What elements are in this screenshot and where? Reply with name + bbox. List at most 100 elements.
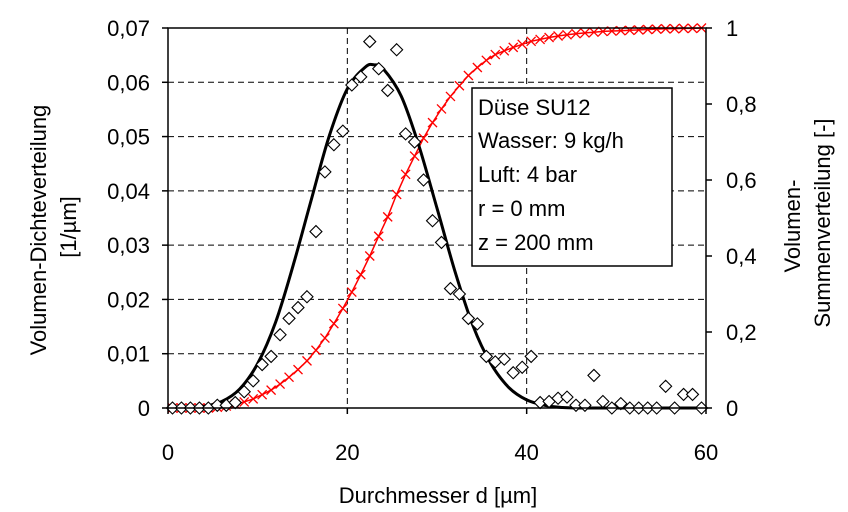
cumulative-marker (571, 28, 581, 39)
annotation-line-radius: r = 0 mm (478, 196, 565, 221)
y-axis-left-label-line-2: [1/µm] (56, 196, 81, 258)
cumulative-marker (337, 303, 348, 314)
cumulative-marker (293, 364, 303, 375)
x-axis: 0 20 40 60 (162, 408, 718, 465)
density-point (515, 360, 529, 375)
y-axis-left: 0 0,01 0,02 0,03 0,04 0,05 0,06 0,07 (107, 16, 168, 421)
cumulative-marker (660, 23, 671, 34)
cumulative-marker (553, 31, 564, 41)
cumulative-marker (248, 393, 259, 404)
density-point (291, 300, 305, 315)
y-axis-right-label-line-2: Summenverteilung [-] (810, 118, 835, 327)
density-point (658, 379, 673, 394)
density-point (470, 317, 485, 331)
density-point (434, 235, 449, 250)
y-left-tick-label: 0,07 (107, 16, 150, 41)
cumulative-marker (508, 42, 519, 53)
cumulative-marker (436, 103, 447, 114)
y-left-tick-label: 0,01 (107, 342, 150, 367)
cumulative-marker (239, 396, 250, 407)
density-point (309, 224, 323, 239)
x-tick-label: 60 (694, 440, 718, 465)
cumulative-marker (355, 269, 366, 280)
cumulative-marker (588, 27, 599, 38)
density-point (300, 289, 314, 304)
density-point (345, 78, 359, 92)
cumulative-marker (526, 36, 537, 47)
y-left-tick-label: 0,05 (107, 125, 150, 150)
density-point (497, 352, 512, 366)
y-left-tick-label: 0,06 (107, 70, 150, 95)
cumulative-marker (579, 27, 590, 38)
density-point (371, 61, 386, 76)
cumulative-marker (490, 49, 501, 60)
density-point (685, 387, 700, 402)
cumulative-marker (472, 62, 483, 73)
density-point (389, 42, 404, 57)
annotation-line-nozzle: Düse SU12 (478, 95, 591, 120)
cumulative-marker (364, 251, 375, 261)
y-left-tick-label: 0,02 (107, 287, 150, 312)
cumulative-marker (266, 385, 277, 396)
cumulative-marker (310, 345, 321, 356)
y-left-tick-label: 0 (138, 396, 150, 421)
cumulative-marker (328, 318, 339, 329)
cumulative-marker (535, 34, 546, 45)
density-point (354, 70, 368, 84)
cumulative-marker (633, 24, 644, 35)
cumulative-marker (463, 70, 474, 81)
y-right-tick-label: 0 (726, 396, 738, 421)
density-point (614, 396, 628, 411)
x-tick-label: 40 (514, 440, 538, 465)
cumulative-marker (499, 45, 510, 56)
cumulative-marker (427, 117, 438, 128)
cumulative-marker (409, 151, 420, 162)
cumulative-marker (373, 231, 384, 242)
density-point (255, 357, 269, 372)
y-axis-left-label: Volumen-Dichteverteilung [1/µm] (26, 99, 81, 356)
cumulative-marker (257, 389, 268, 400)
cumulative-marker (319, 333, 330, 344)
density-point (443, 281, 458, 296)
density-point (416, 173, 431, 187)
annotation-line-air: Luft: 4 bar (478, 162, 577, 187)
density-point (237, 384, 251, 399)
density-point (587, 368, 601, 383)
y-axis-right: 0 0,2 0,4 0,6 0,8 1 (706, 16, 757, 421)
density-point (282, 311, 296, 326)
y-axis-left-label-line-1: Volumen-Dichteverteilung (26, 105, 51, 356)
density-point (407, 135, 422, 149)
plot-frame (167, 27, 707, 409)
cumulative-marker (544, 32, 555, 43)
y-axis-right-label-line-1: Volumen- (780, 180, 805, 273)
cumulative-marker (517, 39, 528, 50)
annotation-box: Düse SU12 Wasser: 9 kg/h Luft: 4 bar r =… (471, 87, 673, 267)
density-point (336, 124, 350, 138)
density-point (273, 327, 287, 342)
density-point (506, 365, 520, 380)
cumulative-marker (382, 211, 393, 222)
cumulative-marker (302, 355, 312, 366)
y-right-tick-label: 0,8 (726, 92, 757, 117)
cumulative-marker (275, 379, 286, 390)
cumulative-marker (284, 372, 295, 383)
density-point (327, 137, 341, 152)
density-point (560, 390, 574, 404)
y-right-tick-label: 0,2 (726, 320, 757, 345)
y-right-tick-label: 0,4 (726, 244, 757, 269)
density-point (452, 287, 467, 301)
density-point (246, 374, 260, 388)
cumulative-marker (481, 55, 492, 66)
density-point (380, 83, 395, 98)
cumulative-marker (391, 189, 402, 200)
annotation-line-water: Wasser: 9 kg/h (478, 128, 624, 153)
y-axis-right-label: Volumen- Summenverteilung [-] (780, 118, 835, 327)
cumulative-marker (669, 23, 680, 34)
cumulative-marker (346, 287, 357, 298)
y-left-tick-label: 0,03 (107, 233, 150, 258)
density-point (318, 165, 332, 179)
y-right-tick-label: 0,6 (726, 168, 757, 193)
density-point (362, 34, 377, 49)
density-point (479, 349, 494, 364)
